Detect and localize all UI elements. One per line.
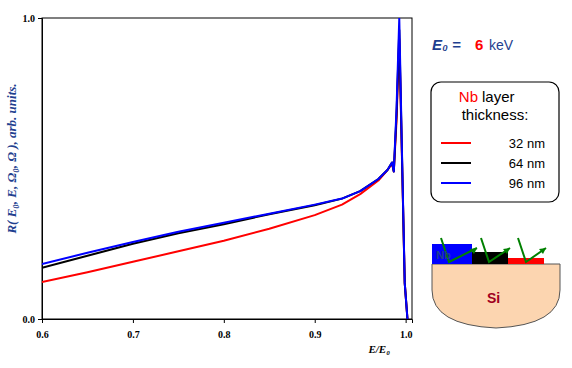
y-tick-label: 1.0 <box>23 13 36 24</box>
beam-arrow <box>481 238 510 262</box>
energy-value: 6 <box>475 36 483 53</box>
substrate <box>432 264 560 328</box>
y-tick-mark <box>38 319 42 320</box>
arrow-head <box>503 248 510 254</box>
inset-diagram <box>432 238 560 328</box>
x-tick-label: 0.7 <box>127 329 140 340</box>
series-line <box>42 18 407 319</box>
x-tick-label: 1.0 <box>400 329 413 340</box>
arrow-head <box>539 248 546 254</box>
x-tick: 0.7 <box>127 319 140 340</box>
legend-label: 64 nm <box>509 156 545 171</box>
legend-label: 32 nm <box>509 136 545 151</box>
inset-label: Si <box>487 290 500 306</box>
x-tick-mark <box>224 319 225 323</box>
x-axis-title: E/E₀ <box>367 343 390 355</box>
beam-arrow <box>518 238 546 262</box>
legend-swatch <box>441 162 471 164</box>
x-axis: 0.6 0.7 0.8 0.9 1.0 <box>36 319 412 340</box>
legend-title: Nb <box>459 88 478 105</box>
chart: 0.6 0.7 0.8 0.9 1.0 0.0 1.0 R( E₀, E, Ω₀, Ω ), … <box>0 0 572 368</box>
legend-label: 96 nm <box>509 176 545 191</box>
x-tick-mark <box>315 319 316 323</box>
legend-swatch <box>441 182 471 184</box>
inset-label: Nb <box>436 249 451 261</box>
y-tick: 0.0 <box>23 314 43 325</box>
y-tick-label: 0.0 <box>23 314 36 325</box>
legend-title: thickness: <box>462 106 529 123</box>
plot-frame <box>42 18 412 319</box>
legend-box <box>431 82 559 202</box>
y-tick: 1.0 <box>23 13 43 24</box>
x-tick: 0.6 <box>36 319 49 340</box>
legend-title: layer <box>482 88 515 105</box>
series-line <box>42 39 407 319</box>
x-tick-label: 0.9 <box>309 329 322 340</box>
energy-label: E₀ = <box>432 36 461 53</box>
energy-unit: keV <box>489 37 514 53</box>
y-axis-title: R( E₀, E, Ω₀, Ω ), arb. units. <box>4 83 19 234</box>
legend-swatch <box>441 142 471 144</box>
series-line <box>42 30 407 319</box>
arrow-head <box>470 248 477 254</box>
y-tick-mark <box>38 18 42 19</box>
y-axis-line <box>38 19 43 320</box>
x-tick-label: 0.8 <box>218 329 231 340</box>
lines <box>42 18 407 319</box>
x-axis-line <box>43 320 413 324</box>
y-axis: 0.0 1.0 <box>23 13 43 325</box>
x-tick: 1.0 <box>400 319 413 340</box>
x-tick: 0.9 <box>309 319 322 340</box>
x-tick-mark <box>406 319 407 323</box>
x-tick-label: 0.6 <box>36 329 49 340</box>
x-tick: 0.8 <box>218 319 231 340</box>
x-tick-mark <box>133 319 134 323</box>
